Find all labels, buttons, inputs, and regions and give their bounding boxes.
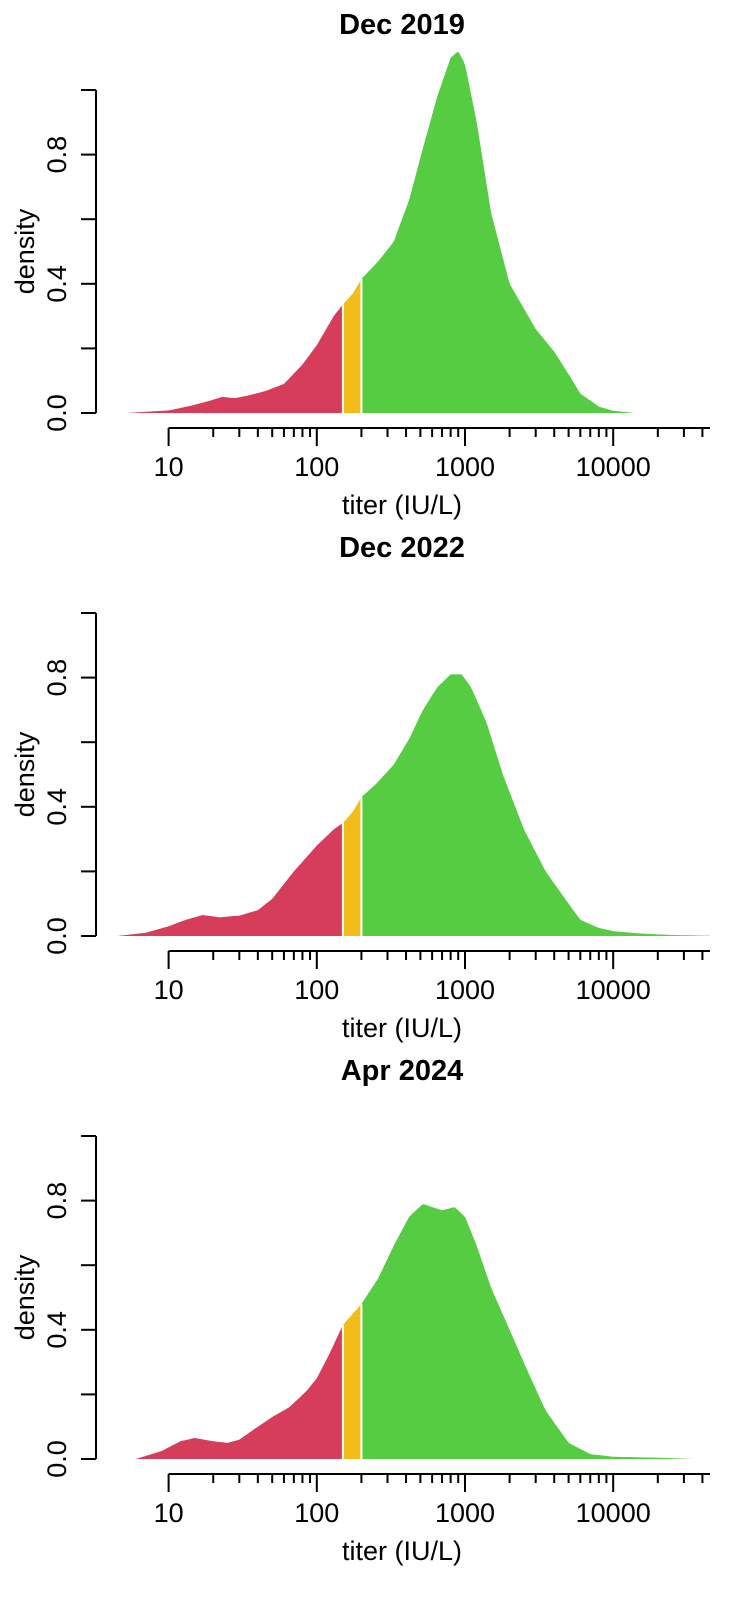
y-tick-label: 0.8 [42,136,72,174]
x-tick-label: 10000 [576,1498,651,1528]
x-tick-label: 10000 [576,452,651,482]
x-tick-label: 1000 [435,975,495,1005]
x-axis-title: titer (IU/L) [342,1013,462,1043]
region-mid [342,278,362,413]
region-low [117,822,343,936]
y-tick-label: 0.0 [42,917,72,955]
y-tick-label: 0.4 [42,788,72,826]
region-low [135,1324,343,1459]
y-tick-label: 0.4 [42,1311,72,1349]
y-tick-label: 0.0 [42,1440,72,1478]
y-axis-title: density [10,731,40,817]
x-axis-title: titer (IU/L) [342,490,462,520]
chart-title: Dec 2022 [339,532,465,564]
x-tick-label: 100 [294,452,339,482]
panel-1: Dec 2019 0.0 0.4 0.8 density 10 100 1000 10000 ti… [10,9,710,520]
region-mid [342,797,362,936]
region-high [361,1204,694,1459]
region-high [361,674,710,936]
panel-3: Apr 2024 0.0 0.4 0.8 density 10 100 1000 10000 ti… [10,1055,710,1566]
region-high [361,52,635,414]
y-axis-title: density [10,208,40,294]
panel-2: Dec 2022 0.0 0.4 0.8 density 10 100 1000 10000 ti… [10,532,710,1043]
x-tick-label: 10000 [576,975,651,1005]
y-tick-label: 0.8 [42,1182,72,1220]
y-tick-label: 0.0 [42,394,72,432]
y-axis-title: density [10,1254,40,1340]
x-axis-title: titer (IU/L) [342,1536,462,1566]
chart-title: Dec 2019 [339,9,465,41]
x-tick-label: 10 [154,975,184,1005]
x-tick-label: 10 [154,1498,184,1528]
x-tick-label: 100 [294,975,339,1005]
region-mid [342,1303,362,1459]
y-tick-label: 0.8 [42,659,72,697]
region-low [126,304,343,413]
x-tick-label: 1000 [435,1498,495,1528]
x-tick-label: 10 [154,452,184,482]
chart-title: Apr 2024 [341,1055,464,1087]
x-tick-label: 100 [294,1498,339,1528]
x-tick-label: 1000 [435,452,495,482]
y-tick-label: 0.4 [42,265,72,303]
